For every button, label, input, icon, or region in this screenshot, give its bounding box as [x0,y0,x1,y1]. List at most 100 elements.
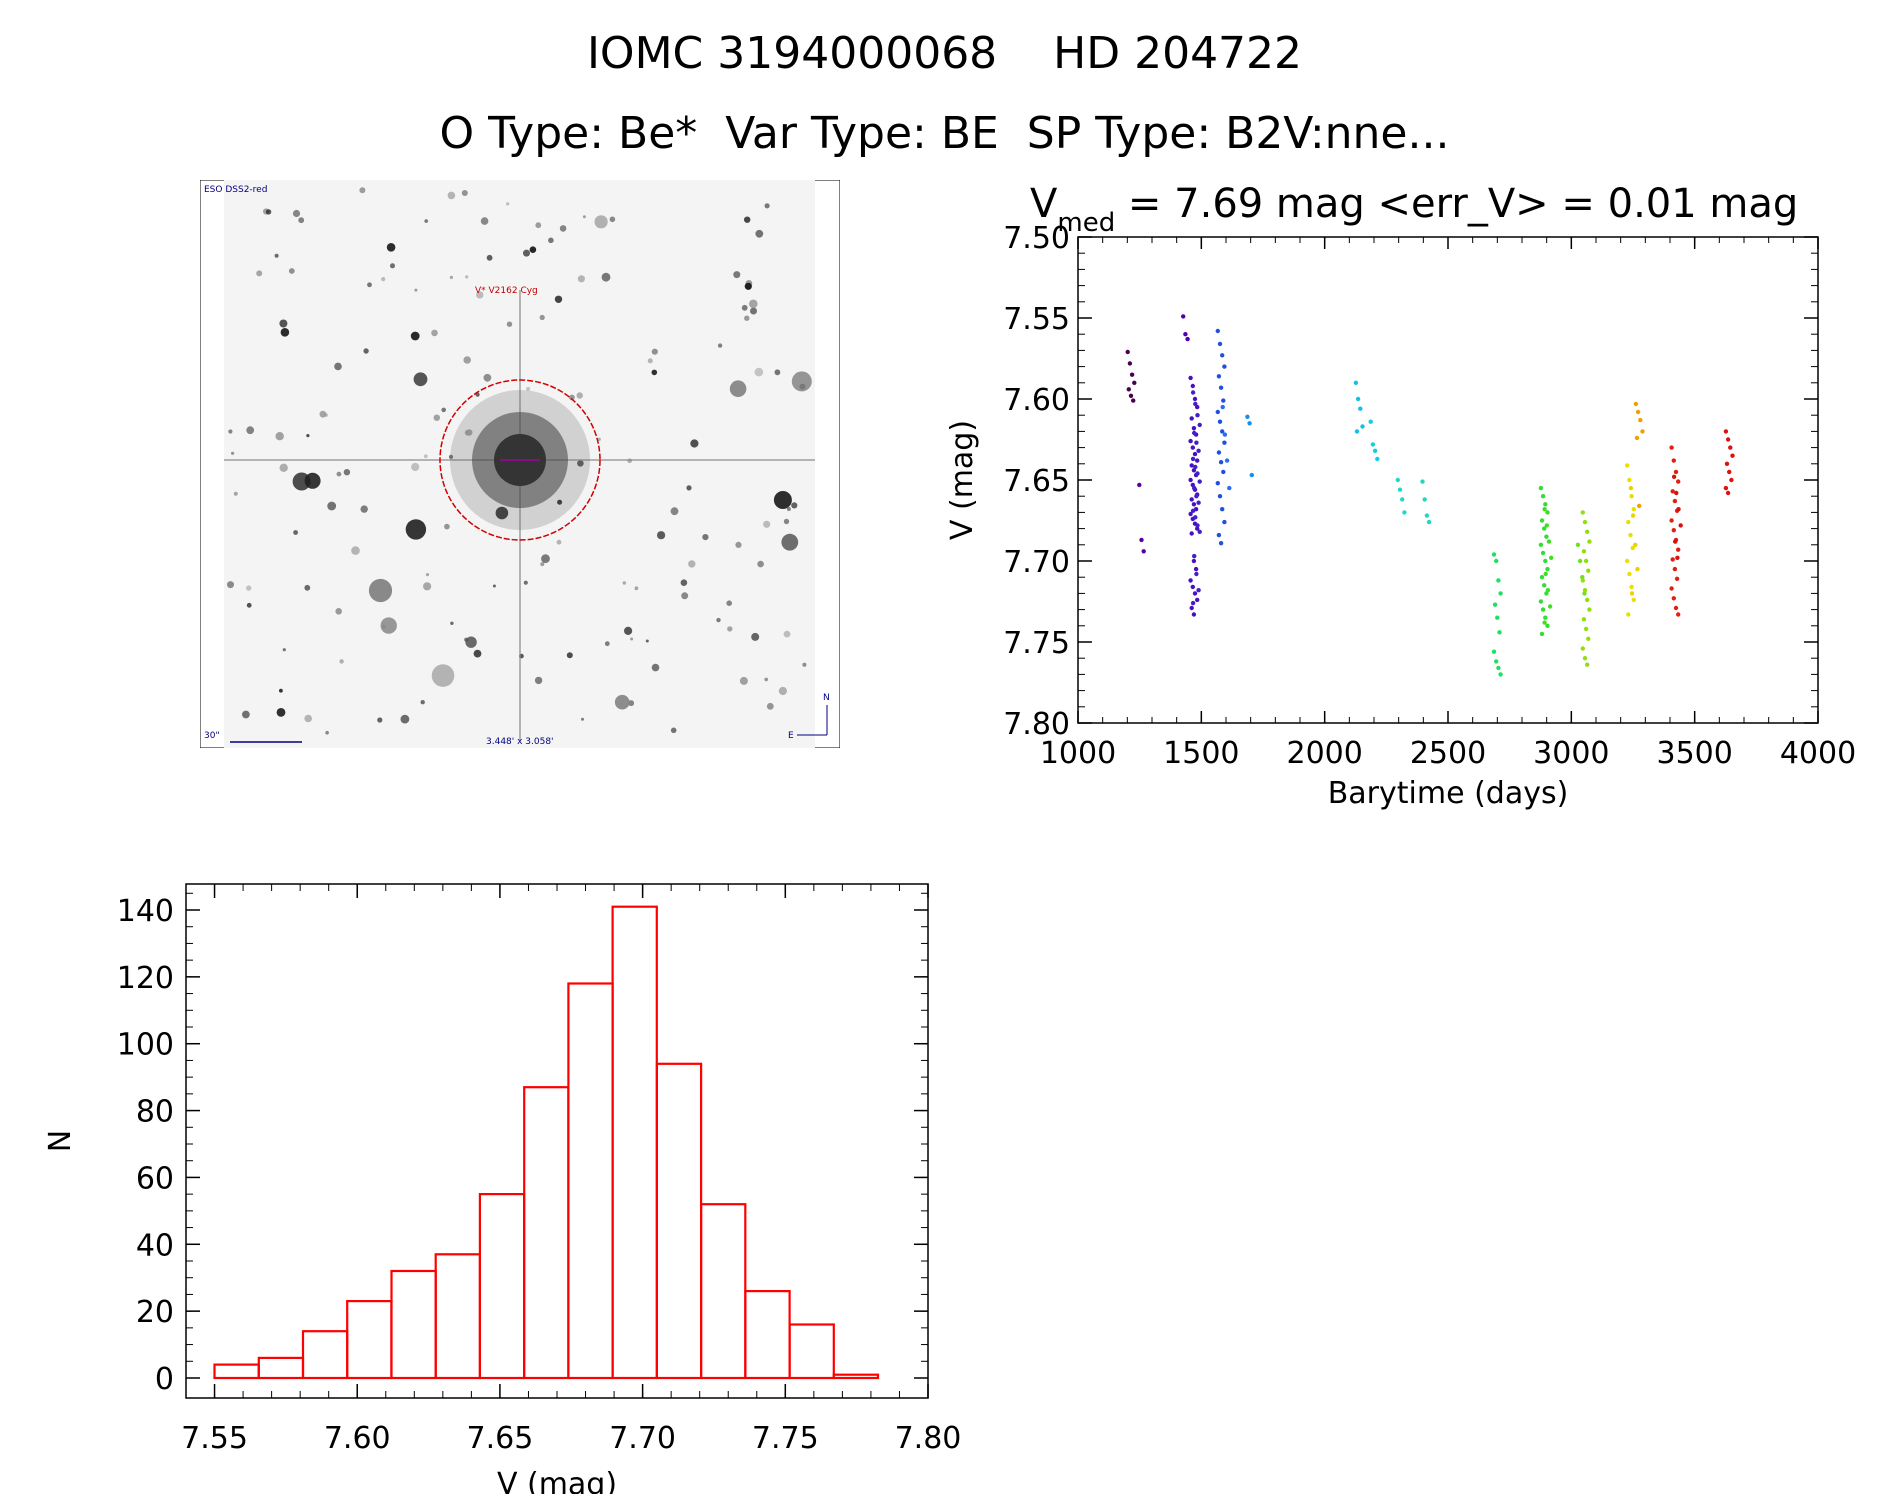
star [410,331,420,341]
star [778,686,788,696]
star [791,371,812,392]
star [535,222,542,229]
fov-label: 3.448' x 3.058' [486,737,554,747]
hist-bar [567,982,614,1380]
star [233,491,238,496]
hist-xlabel: V (mag) [497,1467,617,1494]
star [604,641,610,647]
hist-bar [788,1323,835,1380]
lc-point [1635,409,1641,415]
lc-point [1580,578,1585,583]
lc-point [1191,558,1197,564]
lc-point [1724,461,1730,466]
lc-point [1190,584,1195,590]
star [749,299,758,309]
lc-point [1195,458,1200,463]
star [423,582,432,591]
lc-point [1192,485,1197,491]
star [727,626,733,632]
star [690,439,699,448]
light-curve-chart: Vmed = 7.69 mag <err_V> = 0.01 mag 1000 1… [945,181,1856,811]
lc-point [1218,385,1224,390]
star [304,472,321,489]
star [541,554,550,564]
star [265,209,272,215]
lc-point [1129,372,1135,377]
star [791,502,798,509]
star [557,499,563,505]
lc-point [1538,542,1544,547]
lc-point [1372,448,1378,453]
lc-point [1577,558,1583,564]
target-label: V* V2162 Cyg [475,286,538,296]
star [670,727,677,734]
lc-point [1585,597,1590,603]
lc-point [1543,558,1548,564]
star [741,304,748,311]
page-subtitle: O Type: Be* Var Type: BE SP Type: B2V:nn… [439,108,1450,159]
lc-point [1355,396,1361,402]
hist-xtick-label: 7.75 [752,1421,819,1456]
lc-point [1354,429,1360,434]
lc-point [1671,528,1676,533]
lc-point [1126,387,1131,392]
star [448,454,454,459]
hist-xtick-label: 7.70 [609,1421,676,1456]
lc-point [1585,662,1590,667]
hist-ytick-label: 40 [136,1228,174,1263]
star [539,314,545,321]
star [228,429,233,434]
lc-point [1540,607,1546,612]
star [744,282,752,290]
lc-point [1582,656,1588,661]
lc-point [1587,607,1592,612]
lc-point [1221,469,1226,475]
lc-point [1217,419,1223,424]
lc-point [1543,571,1548,577]
star [754,367,764,377]
lc-point [1629,494,1634,499]
lc-point [1397,487,1403,492]
star [523,580,528,585]
lc-point [1497,630,1502,635]
lc-point [1546,539,1552,544]
star [766,702,774,710]
lc-point [1674,490,1679,496]
star [755,229,764,238]
lc-point [1629,584,1634,590]
star [380,617,397,634]
lc-point [1217,494,1223,499]
hist-bar [301,1330,349,1380]
lc-point [1368,419,1373,424]
lc-point [1538,485,1544,491]
lc-point [1375,456,1380,462]
lc-point [1495,615,1500,620]
star [556,539,562,545]
star [246,426,255,435]
lc-point [1222,364,1227,369]
hist-ytick-label: 60 [136,1161,174,1196]
star [400,714,410,724]
star [359,187,366,194]
lc-point [1370,442,1376,447]
lc-point [1670,489,1675,494]
hist-bar [257,1356,305,1380]
lc-point [1626,519,1631,525]
star [688,560,696,568]
star-field [227,187,812,735]
lc-point [1190,445,1195,450]
lc-point [1190,456,1196,462]
lc-point [1545,566,1550,572]
lc-point [1196,448,1201,453]
star [529,246,537,253]
star [581,717,584,721]
star [774,369,781,376]
star [246,602,252,608]
lc-point [1676,479,1681,484]
star [476,291,484,299]
star [292,209,301,218]
star [751,632,760,641]
lc-point [1582,588,1588,593]
lc-xtick-label: 1500 [1163,736,1239,771]
lc-point [1215,328,1220,334]
